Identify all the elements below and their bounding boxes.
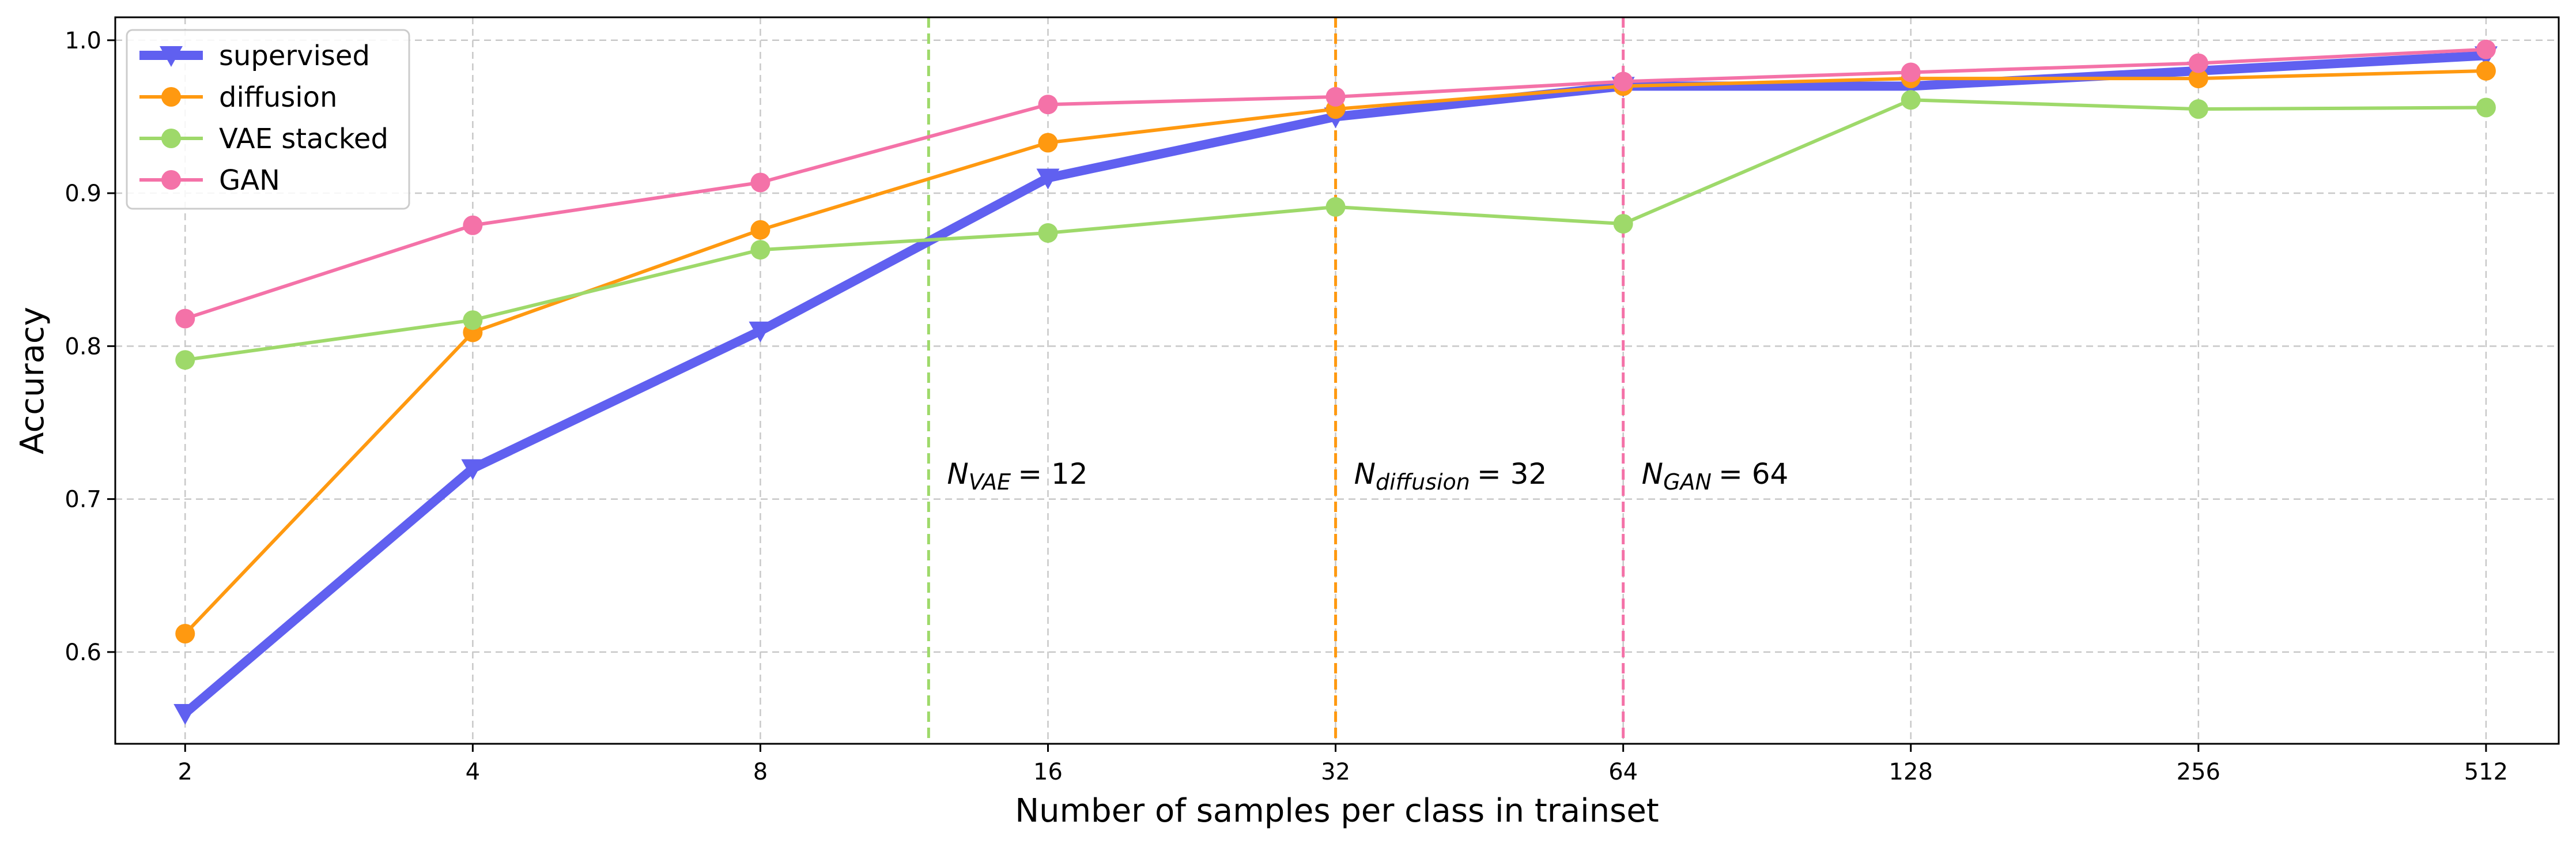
- threshold-label-subscript: diffusion: [1376, 469, 1470, 495]
- data-point: [1038, 133, 1058, 153]
- plot-area-frame: [114, 16, 2560, 745]
- y-tick-label: 0.8: [65, 333, 101, 360]
- data-point: [463, 215, 483, 235]
- threshold-label-symbol: N: [1354, 457, 1376, 491]
- series-gan: [175, 39, 2496, 329]
- data-point: [2476, 61, 2496, 81]
- legend-box: [126, 29, 410, 210]
- data-point: [1325, 197, 1346, 217]
- data-point: [1038, 95, 1058, 115]
- threshold-label-symbol: N: [1642, 457, 1663, 491]
- legend-entry: diffusion: [139, 81, 337, 114]
- threshold-label-value: = 12: [1018, 457, 1087, 491]
- data-point: [463, 310, 483, 330]
- data-point: [1901, 90, 1921, 110]
- data-point: [2188, 69, 2208, 89]
- threshold-label-subscript: VAE: [969, 469, 1011, 495]
- data-point: [1036, 168, 1060, 190]
- data-point: [1038, 223, 1058, 243]
- y-tick-label: 1.0: [65, 28, 101, 54]
- legend-label: VAE stacked: [219, 123, 388, 155]
- x-tick-label: 64: [1608, 759, 1638, 785]
- legend-swatch-marker: [161, 87, 181, 107]
- data-point: [175, 624, 195, 644]
- legend-entry: GAN: [139, 164, 280, 197]
- data-point: [749, 321, 772, 342]
- legend-entry: supervised: [139, 40, 370, 72]
- y-tick-label: 0.9: [65, 180, 101, 207]
- legend-swatch-marker: [160, 46, 183, 67]
- threshold-label: Ndiffusion = 32: [1354, 457, 1547, 495]
- legend-label: GAN: [219, 164, 280, 197]
- threshold-label: NVAE = 12: [947, 457, 1087, 495]
- axis-ticks: 2 4 8 16 32 64 128 256 512 0.6 0.7 0.8 0.9 1.0: [65, 28, 2508, 785]
- data-point: [461, 459, 485, 480]
- data-point: [750, 240, 770, 260]
- series-lines: [173, 39, 2498, 725]
- threshold-label-subscript: GAN: [1663, 469, 1712, 495]
- legend-label: diffusion: [219, 81, 337, 114]
- threshold-label-value: = 64: [1718, 457, 1788, 491]
- x-tick-label: 32: [1321, 759, 1350, 785]
- data-point: [2476, 39, 2496, 59]
- data-point: [750, 172, 770, 193]
- data-point: [2476, 97, 2496, 118]
- data-point: [1613, 71, 1633, 92]
- data-point: [2188, 53, 2208, 73]
- data-point: [750, 220, 770, 240]
- y-tick-label: 0.6: [65, 639, 101, 666]
- x-tick-label: 4: [466, 759, 480, 785]
- x-tick-label: 128: [1889, 759, 1933, 785]
- legend-swatch-marker: [161, 129, 181, 148]
- threshold-label: NGAN = 64: [1642, 457, 1789, 495]
- data-point: [1901, 62, 1921, 82]
- legend-swatch-marker: [161, 170, 181, 190]
- data-point: [175, 350, 195, 370]
- legend-entry: VAE stacked: [139, 123, 388, 155]
- x-tick-label: 16: [1033, 759, 1063, 785]
- data-point: [2188, 99, 2208, 119]
- data-point: [1325, 86, 1346, 107]
- threshold-label-value: = 32: [1477, 457, 1547, 491]
- data-point: [175, 308, 195, 329]
- threshold-label-symbol: N: [947, 457, 968, 491]
- threshold-annotations: NVAE = 12 Ndiffusion = 32 NGAN = 64: [947, 457, 1788, 495]
- data-point: [173, 703, 197, 725]
- legend: supervised diffusion VAE stacked GAN: [126, 29, 410, 210]
- y-axis-title: Accuracy: [14, 307, 51, 454]
- data-point: [1613, 214, 1633, 234]
- x-tick-label: 2: [178, 759, 192, 785]
- x-axis-title: Number of samples per class in trainset: [1015, 792, 1659, 830]
- x-tick-label: 256: [2177, 759, 2220, 785]
- legend-label: supervised: [219, 40, 370, 72]
- series-vae-stacked: [175, 90, 2496, 370]
- x-tick-label: 512: [2464, 759, 2508, 785]
- x-tick-label: 8: [753, 759, 768, 785]
- y-tick-label: 0.7: [65, 487, 101, 513]
